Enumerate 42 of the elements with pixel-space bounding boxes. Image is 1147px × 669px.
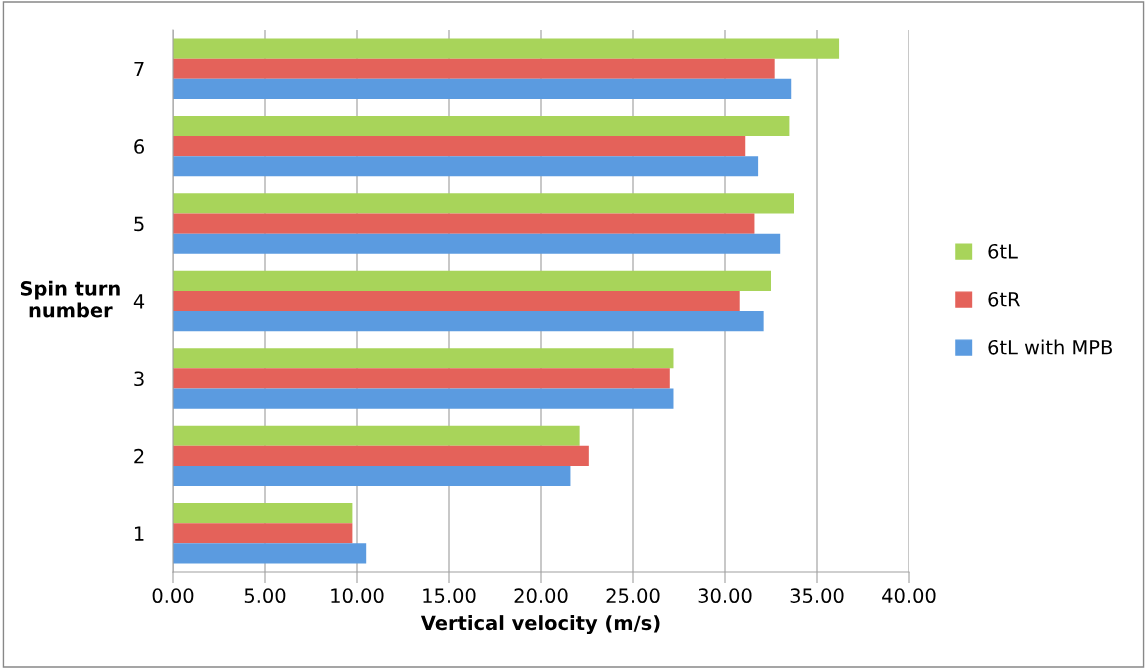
x-tick-label: 20.00 [514, 588, 568, 604]
bar [173, 233, 781, 254]
y-tick-label: 6 [134, 139, 144, 154]
x-tick-label: 30.00 [698, 588, 752, 604]
bar [173, 270, 771, 291]
x-tick-label: 10.00 [331, 588, 384, 604]
x-axis-title: Vertical velocity (m/s) [420, 615, 660, 635]
y-tick-label: 1 [134, 526, 144, 541]
bar [173, 38, 840, 59]
x-tick-label: 35.00 [790, 588, 844, 604]
bar [173, 193, 794, 214]
bar [173, 503, 353, 524]
bar [173, 213, 755, 234]
bar [173, 290, 740, 312]
x-tick-label: 25.00 [606, 588, 660, 604]
x-tick-label: 5.00 [244, 588, 286, 604]
y-tick-label: 5 [134, 216, 144, 232]
x-tick-label: 15.00 [423, 588, 476, 604]
y-tick-label: 2 [134, 448, 144, 464]
bar [173, 58, 775, 79]
bar [173, 543, 367, 564]
legend-label: 6tL [988, 243, 1018, 259]
bar [173, 115, 790, 137]
bar [173, 368, 670, 389]
bar [173, 348, 674, 369]
bar [173, 445, 589, 466]
legend-label: 6tR [988, 291, 1020, 307]
bar [173, 388, 674, 409]
bar [173, 78, 792, 99]
y-tick-label: 3 [134, 371, 144, 387]
x-tick-label: 0.00 [152, 588, 194, 604]
legend-label: 6tL with MPB [988, 339, 1112, 355]
y-tick-label: 7 [134, 61, 144, 77]
bar [173, 136, 746, 157]
bar [173, 156, 759, 177]
y-tick-label: 4 [133, 294, 145, 309]
bar [173, 425, 580, 446]
bar [173, 311, 764, 332]
bar [173, 465, 571, 487]
y-axis-title: Spin turn number [20, 280, 120, 318]
x-tick-label: 40.00 [882, 588, 936, 604]
bar [173, 523, 353, 544]
